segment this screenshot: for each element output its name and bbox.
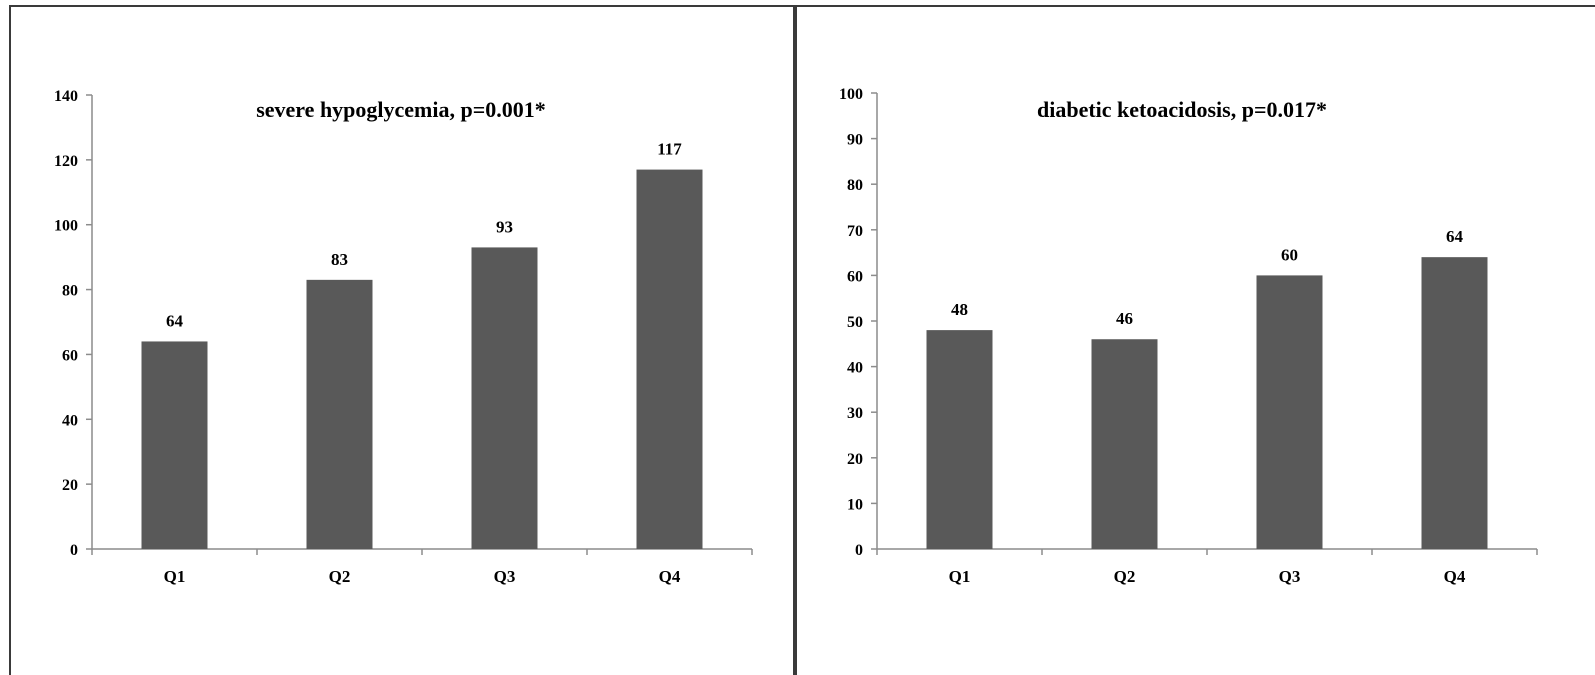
bar-q1 xyxy=(141,341,208,549)
bar-q4 xyxy=(636,169,703,550)
x-category-label: Q3 xyxy=(494,567,516,586)
chart-panel-diabetic-ketoacidosis: diabetic ketoacidosis, p=0.017* 0 10 20 30 4… xyxy=(795,5,1595,675)
y-tick-label: 50 xyxy=(847,314,863,331)
chart-panel-severe-hypoglycemia: severe hypoglycemia, p=0.001* 0 20 40 60 80 1… xyxy=(9,5,795,675)
y-tick-label: 0 xyxy=(855,542,863,559)
bar-q2 xyxy=(1091,339,1158,549)
chart-bars: 48 46 60 64 xyxy=(926,227,1488,549)
chart-title: severe hypoglycemia, p=0.001* xyxy=(256,97,546,122)
bar-q4 xyxy=(1421,257,1488,549)
y-tick-label: 80 xyxy=(847,177,863,194)
y-tick-label: 60 xyxy=(62,347,78,364)
y-tick-label: 40 xyxy=(847,360,863,377)
y-tick-label: 20 xyxy=(847,451,863,468)
y-tick-label: 10 xyxy=(847,496,863,513)
x-category-label: Q1 xyxy=(949,567,971,586)
y-tick-label: 120 xyxy=(54,153,78,170)
y-tick-label: 0 xyxy=(70,542,78,559)
y-tick-label: 100 xyxy=(839,86,863,103)
y-tick-label: 100 xyxy=(54,218,78,235)
data-label: 83 xyxy=(331,250,348,269)
chart-bars: 64 83 93 117 xyxy=(141,140,703,550)
y-tick-label: 140 xyxy=(54,88,78,105)
x-category-label: Q2 xyxy=(329,567,351,586)
bar-q2 xyxy=(306,279,373,549)
data-label: 46 xyxy=(1116,309,1133,328)
x-category-label: Q4 xyxy=(1444,567,1466,586)
panel-frame xyxy=(9,5,795,675)
chart-title: diabetic ketoacidosis, p=0.017* xyxy=(1037,97,1327,122)
y-tick-label: 60 xyxy=(847,268,863,285)
data-label: 93 xyxy=(496,217,513,236)
panel-frame xyxy=(795,5,1595,675)
x-category-label: Q4 xyxy=(659,567,681,586)
data-label: 64 xyxy=(1446,227,1464,246)
y-tick-label: 40 xyxy=(62,412,78,429)
data-label: 60 xyxy=(1281,245,1298,264)
y-tick-label: 30 xyxy=(847,405,863,422)
data-label: 117 xyxy=(657,140,682,159)
bar-q1 xyxy=(926,330,993,549)
y-tick-label: 70 xyxy=(847,223,863,240)
data-label: 64 xyxy=(166,311,184,330)
y-tick-label: 80 xyxy=(62,283,78,300)
y-tick-label: 90 xyxy=(847,132,863,149)
x-category-label: Q1 xyxy=(164,567,186,586)
bar-q3 xyxy=(1256,275,1323,549)
bar-q3 xyxy=(471,247,538,549)
x-category-label: Q2 xyxy=(1114,567,1136,586)
x-category-label: Q3 xyxy=(1279,567,1301,586)
data-label: 48 xyxy=(951,300,968,319)
y-tick-label: 20 xyxy=(62,477,78,494)
